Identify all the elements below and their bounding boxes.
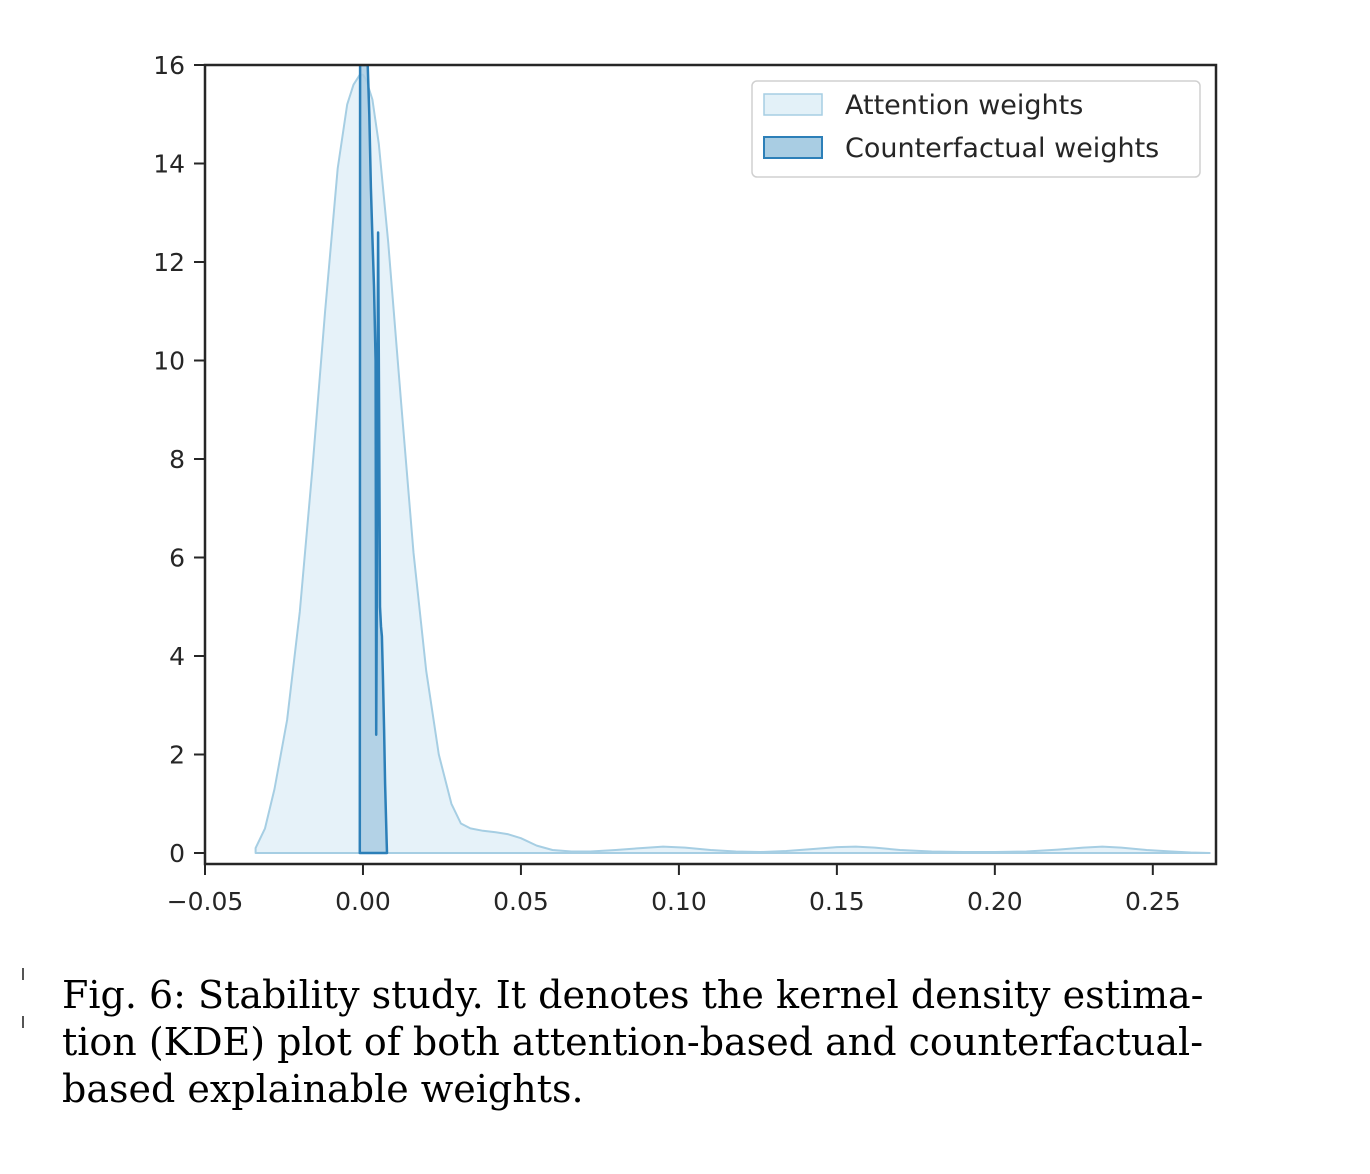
caption-line-1: Fig. 6: Stability study. It denotes the … [62,973,1204,1017]
x-tick-label: 0.05 [493,887,549,916]
legend-swatch-counterfactual [763,136,823,159]
plot-area [254,65,1211,855]
figure-caption: Fig. 6: Stability study. It denotes the … [62,972,1322,1113]
x-tick-label: 0.00 [335,887,391,916]
y-axis-ticks: 0 2 4 6 8 10 12 14 16 [153,51,205,868]
caption-line-2: tion (KDE) plot of both attention-based … [62,1020,1204,1064]
x-tick-label: 0.15 [809,887,865,916]
y-tick-label: 0 [169,839,185,868]
legend-label-counterfactual: Counterfactual weights [845,133,1159,164]
kde-chart: −0.05 0.00 0.05 0.10 0.15 0.20 0.25 0 2 4 6 8 10 12 1… [153,51,1218,916]
attention-weights-area [254,73,1211,854]
y-tick-label: 2 [169,741,185,770]
y-tick-label: 4 [169,642,185,671]
y-tick-label: 10 [153,347,185,376]
margin-mark [22,968,24,1028]
x-tick-label: 0.20 [967,887,1023,916]
legend-label-attention: Attention weights [845,90,1083,121]
counterfactual-weights-area [358,65,389,855]
y-tick-label: 16 [153,51,185,80]
x-tick-label: −0.05 [167,887,244,916]
y-tick-label: 6 [169,544,185,573]
caption-line-3: based explainable weights. [62,1067,584,1111]
y-tick-label: 14 [153,150,185,179]
legend-box [751,80,1201,178]
x-axis-ticks: −0.05 0.00 0.05 0.10 0.15 0.20 0.25 [167,864,1181,916]
y-tick-label: 12 [153,248,185,277]
y-tick-label: 8 [169,445,185,474]
x-tick-label: 0.10 [651,887,707,916]
plot-frame [203,63,1218,866]
legend: Attention weights Counterfactual weights [751,80,1201,178]
x-tick-label: 0.25 [1125,887,1181,916]
legend-swatch-attention [763,93,823,116]
